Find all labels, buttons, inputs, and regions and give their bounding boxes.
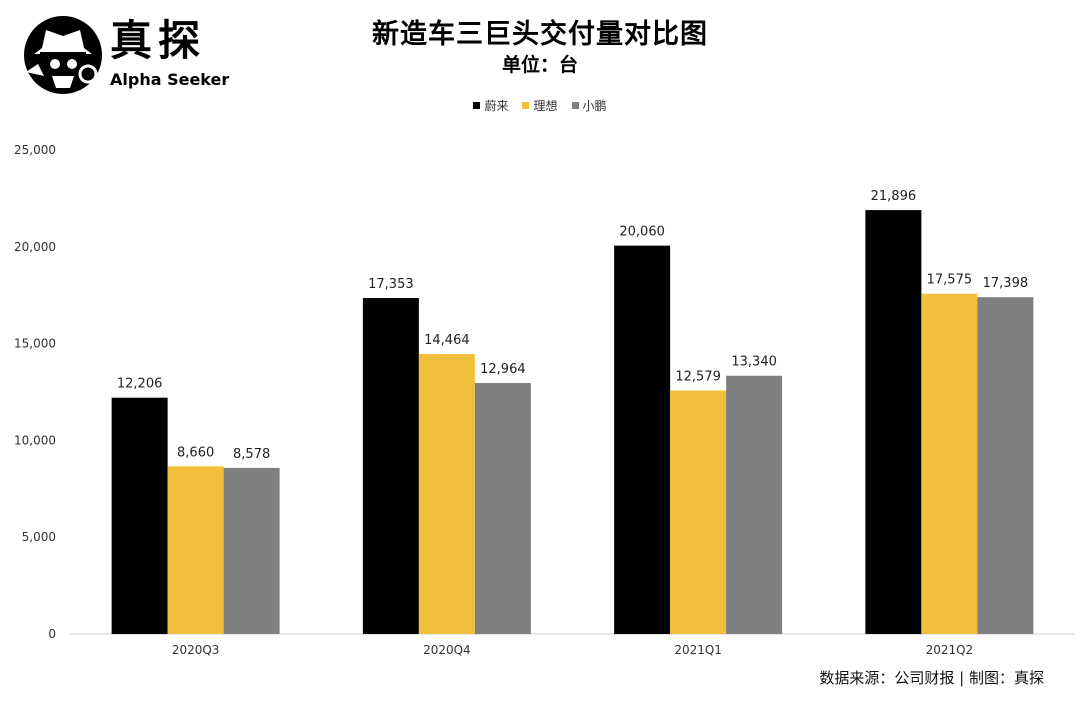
data-label: 20,060 <box>619 225 665 240</box>
y-tick-label: 5,000 <box>22 530 56 544</box>
logo-brand-text: 真探 <box>110 16 207 65</box>
x-tick-label: 2021Q2 <box>926 643 974 657</box>
legend-swatch-xpeng <box>571 102 579 109</box>
data-label: 17,575 <box>927 273 973 288</box>
data-label: 14,464 <box>424 333 470 348</box>
bar-2021Q1-小鹏 <box>726 375 783 634</box>
legend-swatch-li <box>522 102 530 109</box>
legend-item-xpeng: 小鹏 <box>571 97 607 114</box>
bar-2021Q2-小鹏 <box>977 297 1034 634</box>
y-tick-label: 15,000 <box>14 337 56 351</box>
bar-2020Q3-蔚来 <box>111 397 168 634</box>
bar-2021Q2-理想 <box>921 293 978 634</box>
legend-item-li: 理想 <box>522 97 558 114</box>
data-label: 8,578 <box>233 447 270 462</box>
legend-swatch-nio <box>473 102 481 109</box>
data-label: 17,398 <box>983 276 1029 291</box>
bar-2020Q4-蔚来 <box>362 298 419 634</box>
chart-subtitle: 单位：台 <box>501 54 578 76</box>
x-tick-label: 2020Q3 <box>172 643 220 657</box>
y-tick-label: 25,000 <box>14 143 56 157</box>
source-note: 数据来源：公司财报 | 制图：真探 <box>819 669 1044 687</box>
bar-2020Q4-理想 <box>418 353 475 634</box>
logo-sub-text: Alpha Seeker <box>110 70 230 89</box>
legend-label-nio: 蔚来 <box>484 99 509 113</box>
legend-label-xpeng: 小鹏 <box>582 99 607 113</box>
data-label: 8,660 <box>177 445 214 460</box>
data-label: 17,353 <box>368 277 414 292</box>
x-tick-label: 2020Q4 <box>423 643 471 657</box>
y-tick-label: 10,000 <box>14 433 56 447</box>
data-label: 12,206 <box>117 377 163 392</box>
bar-2020Q3-理想 <box>167 466 224 634</box>
y-tick-label: 20,000 <box>14 240 56 254</box>
data-label: 21,896 <box>871 189 917 204</box>
chart-title: 新造车三巨头交付量对比图 <box>372 19 708 50</box>
data-label: 12,964 <box>480 362 526 377</box>
data-label: 13,340 <box>731 355 777 370</box>
chart-legend: 蔚来 理想 小鹏 <box>0 97 1080 114</box>
bar-2021Q2-蔚来 <box>865 210 922 634</box>
legend-label-li: 理想 <box>533 99 558 113</box>
bar-2020Q4-小鹏 <box>474 383 531 634</box>
data-label: 12,579 <box>675 369 721 384</box>
bar-2020Q3-小鹏 <box>223 467 280 634</box>
y-tick-label: 0 <box>48 627 56 641</box>
legend-item-nio: 蔚来 <box>473 97 508 114</box>
bar-2021Q1-理想 <box>670 390 727 634</box>
detective-logo-icon <box>24 16 102 94</box>
bar-2021Q1-蔚来 <box>614 245 671 634</box>
x-tick-label: 2021Q1 <box>674 643 722 657</box>
brand-logo: 真探 Alpha Seeker <box>22 14 229 100</box>
